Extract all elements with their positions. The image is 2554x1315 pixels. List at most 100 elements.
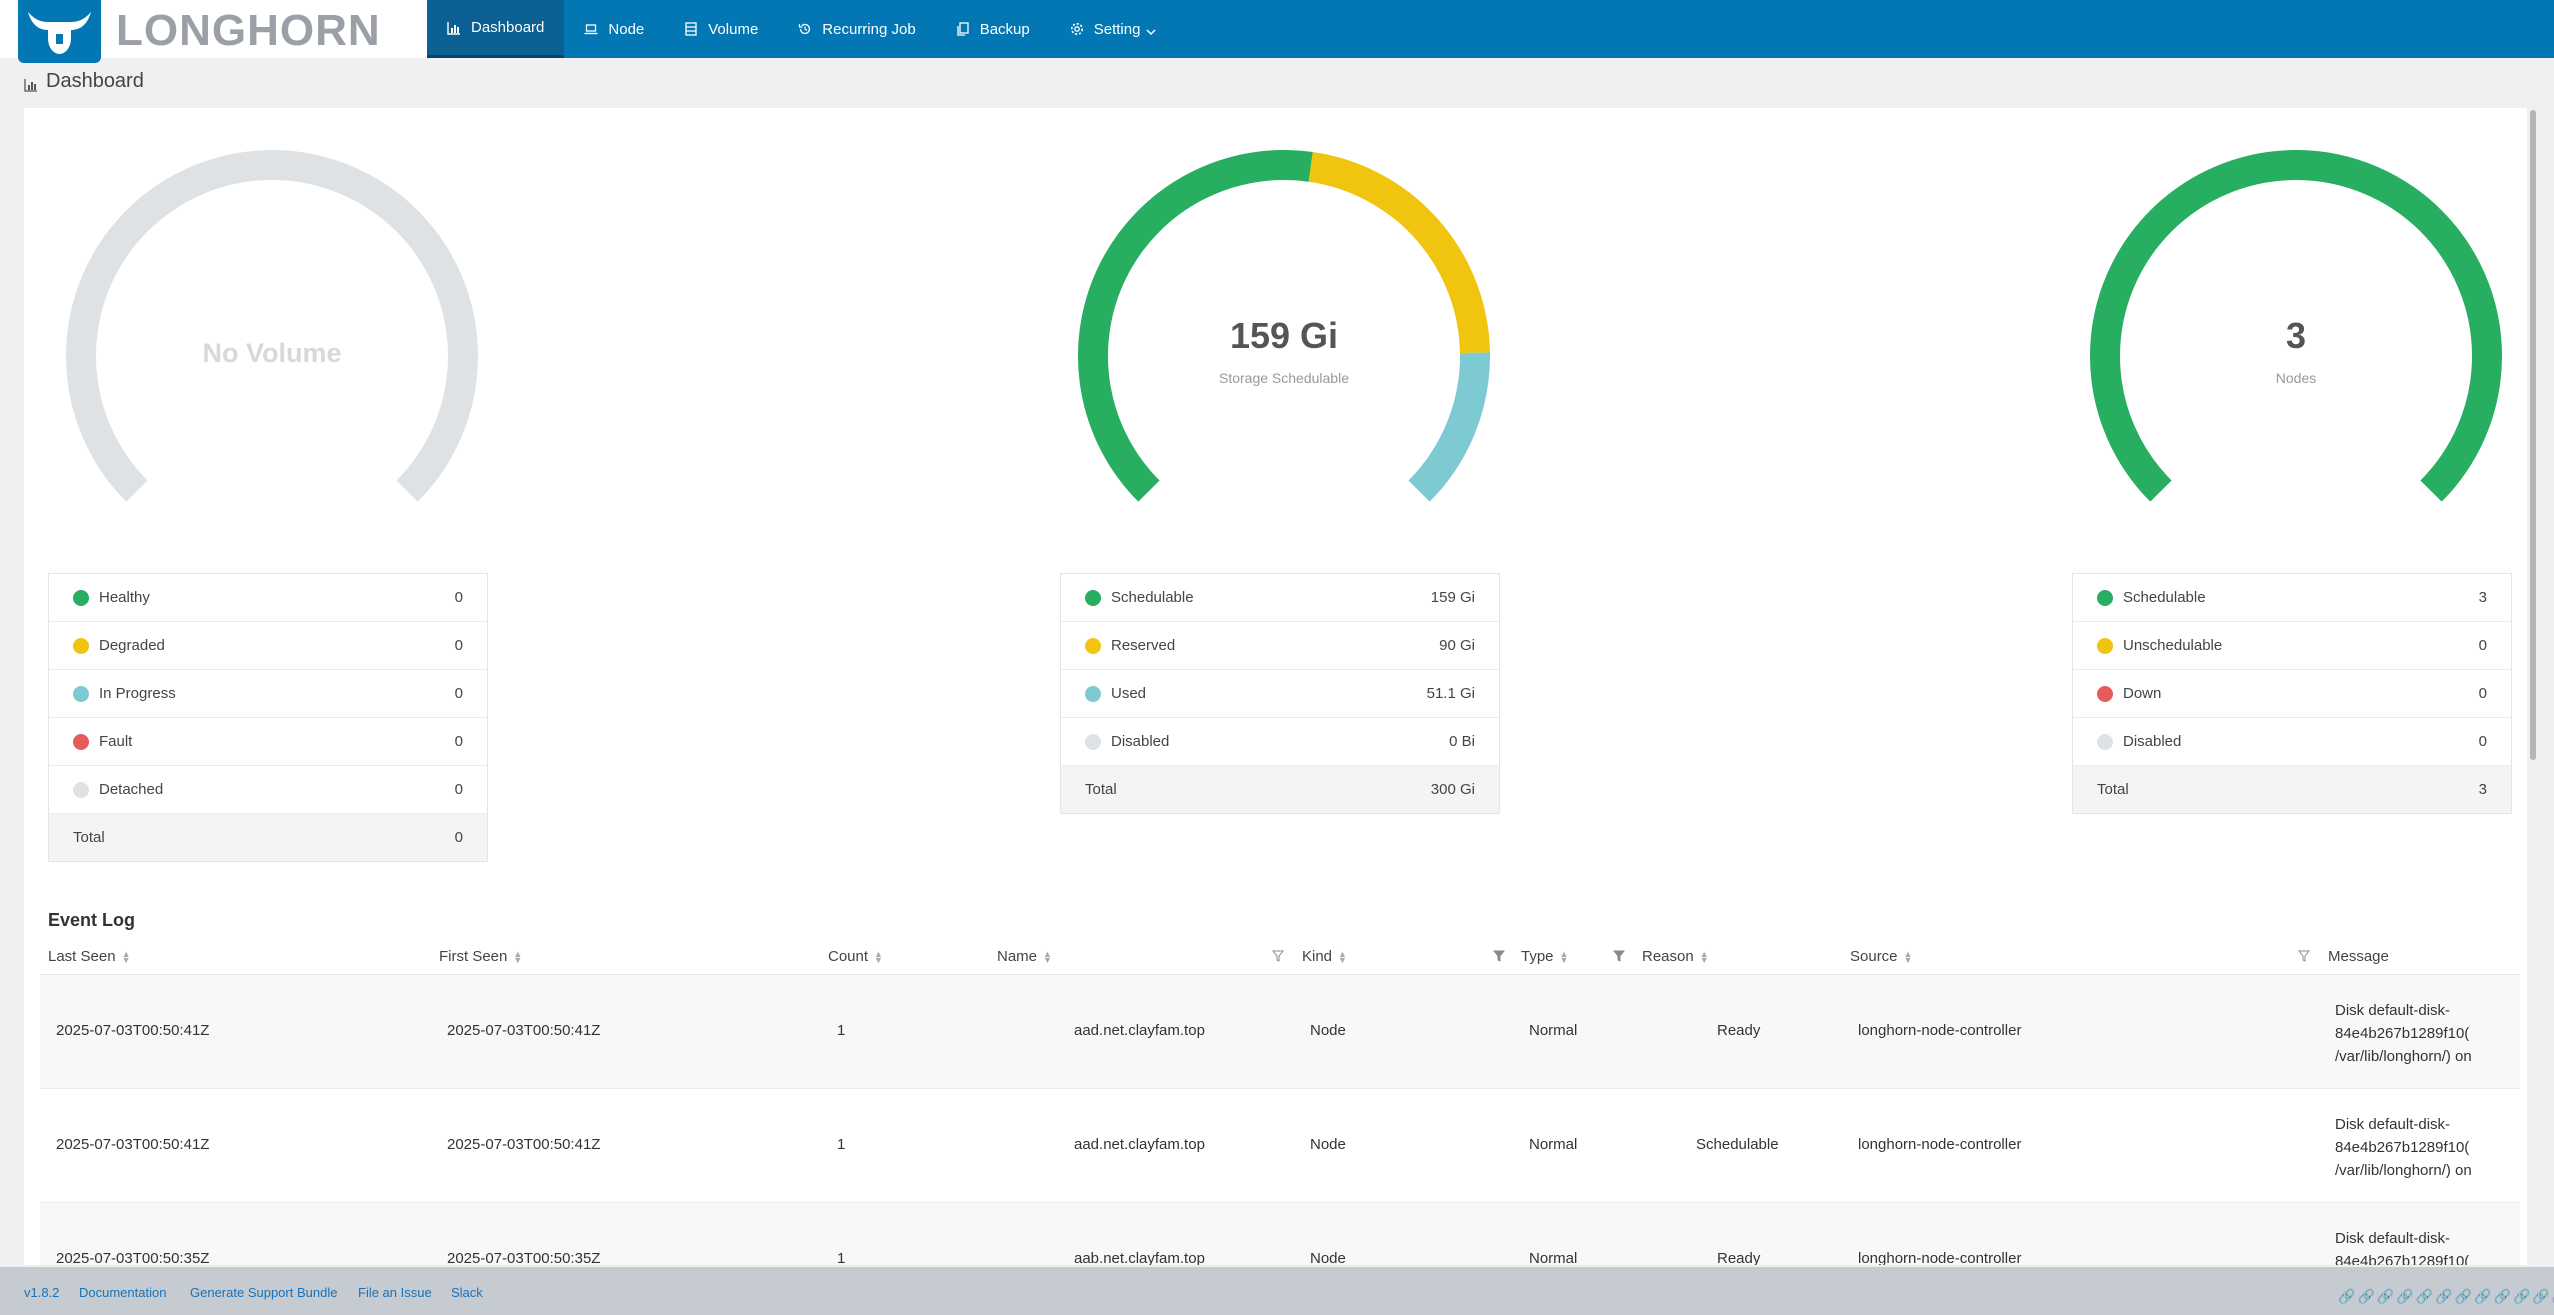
status-dot <box>73 637 89 654</box>
filter-icon[interactable] <box>2298 950 2310 962</box>
storage-gauge-ring <box>1078 150 1490 502</box>
nav-dashboard[interactable]: Dashboard <box>427 0 565 58</box>
status-dot <box>2097 637 2113 654</box>
filter-icon[interactable] <box>1272 950 1284 962</box>
link-icon: 🔗 <box>2552 1288 2554 1305</box>
version-link[interactable]: v1.8.2 <box>24 1285 60 1300</box>
sort-icon[interactable]: ▲ ▼ <box>513 948 523 965</box>
page-title: Dashboard <box>24 70 144 93</box>
legend-row-healthy: Healthy 0 <box>49 574 487 622</box>
volume-gauge-track <box>66 150 478 502</box>
nav-recurring-job[interactable]: Recurring Job <box>778 0 935 58</box>
legend-row-total: Total 300 Gi <box>1061 766 1499 813</box>
column-last-seen[interactable]: Last Seen ▲ ▼ <box>48 948 131 965</box>
column-name[interactable]: Name ▲ ▼ <box>997 948 1052 965</box>
file-issue-link[interactable]: File an Issue <box>358 1285 432 1300</box>
cell-reason: Schedulable <box>1696 1136 1779 1153</box>
cell-type: Normal <box>1529 1136 1578 1153</box>
legend-row-reserved: Reserved 90 Gi <box>1061 622 1499 670</box>
storage-gauge: 159 Gi Storage Schedulable <box>1074 150 1494 510</box>
documentation-link[interactable]: Documentation <box>79 1285 167 1300</box>
node-gauge: 3 Nodes <box>2086 150 2506 510</box>
table-row[interactable]: 2025-07-03T00:50:41Z 2025-07-03T00:50:41… <box>40 975 2520 1089</box>
link-icon: 🔗 <box>2376 1288 2395 1304</box>
nav-setting[interactable]: Setting <box>1050 0 1177 58</box>
column-message[interactable]: Message <box>2328 948 2389 965</box>
cell-first-seen: 2025-07-03T00:50:35Z <box>447 1250 601 1266</box>
link-icon: 🔗 <box>2474 1288 2492 1304</box>
cell-kind: Node <box>1310 1136 1346 1153</box>
sort-icon[interactable]: ▲ ▼ <box>1903 948 1913 965</box>
cell-source: longhorn-node-controller <box>1858 1022 2022 1039</box>
event-log-header: Last Seen ▲ ▼ First Seen ▲ ▼ Count ▲ ▼ Name ▲ ▼ … <box>40 940 2520 975</box>
brand[interactable]: LONGHORN <box>0 0 427 63</box>
table-row[interactable]: 2025-07-03T00:50:35Z 2025-07-03T00:50:35… <box>40 1203 2520 1266</box>
sort-icon[interactable]: ▲ ▼ <box>1338 948 1347 965</box>
copy-icon <box>956 22 970 36</box>
status-dot <box>1085 637 1101 654</box>
page-scrollbar[interactable] <box>2530 110 2536 760</box>
sort-icon[interactable]: ▲ ▼ <box>1699 948 1709 965</box>
cell-source: longhorn-node-controller <box>1858 1136 2022 1153</box>
legend-row-total: Total 0 <box>49 814 487 861</box>
top-navigation-bar: LONGHORN Dashboard Node Volume Recurring… <box>0 0 2554 63</box>
footer: v1.8.2 Documentation Generate Support Bu… <box>0 1267 2554 1315</box>
cell-message: Disk default-disk-84e4b267b1289f10( /var… <box>2335 1116 2472 1179</box>
legend-row-fault: Fault 0 <box>49 718 487 766</box>
nav-backup[interactable]: Backup <box>936 0 1050 58</box>
status-dot <box>2097 589 2113 606</box>
event-log-title: Event Log <box>48 910 136 930</box>
sort-icon[interactable]: ▲ ▼ <box>1559 948 1569 965</box>
slack-link[interactable]: Slack <box>451 1285 483 1300</box>
nav-volume-label: Volume <box>708 20 759 38</box>
node-legend: Schedulable 3 Unschedulable 0 Down 0 Disabl… <box>2072 573 2512 814</box>
column-type[interactable]: Type ▲ ▼ <box>1521 948 1569 965</box>
nav-node[interactable]: Node <box>564 0 664 58</box>
node-gauge-label: Nodes <box>2275 370 2317 386</box>
table-row[interactable]: 2025-07-03T00:50:41Z 2025-07-03T00:50:41… <box>40 1089 2520 1203</box>
chevron-down-icon <box>1146 24 1156 36</box>
cell-last-seen: 2025-07-03T00:50:41Z <box>56 1136 210 1153</box>
history-icon <box>798 22 812 36</box>
status-dot <box>1085 733 1101 750</box>
sort-icon[interactable]: ▲ ▼ <box>121 948 131 965</box>
column-first-seen[interactable]: First Seen ▲ ▼ <box>439 948 523 965</box>
support-bundle-link[interactable]: Generate Support Bundle <box>190 1285 338 1300</box>
sort-icon[interactable]: ▲ ▼ <box>874 948 883 965</box>
column-reason[interactable]: Reason ▲ ▼ <box>1642 948 1709 965</box>
status-dot <box>2097 685 2113 702</box>
cell-message: Disk default-disk-84e4b267b1289f10( /var… <box>2335 1002 2472 1065</box>
legend-row-disabled: Disabled 0 <box>2073 718 2511 766</box>
cell-name[interactable]: aab.net.clayfam.top <box>1074 1250 1205 1266</box>
gear-icon <box>1070 22 1084 36</box>
legend-row-down: Down 0 <box>2073 670 2511 718</box>
column-count[interactable]: Count ▲ ▼ <box>828 948 883 965</box>
main-nav: Dashboard Node Volume Recurring Job Back… <box>427 0 1176 58</box>
link-icon: 🔗 <box>2357 1288 2375 1304</box>
cell-reason: Ready <box>1717 1250 1761 1266</box>
legend-row-schedulable: Schedulable 159 Gi <box>1061 574 1499 622</box>
cell-first-seen: 2025-07-03T00:50:41Z <box>447 1136 601 1153</box>
cell-name[interactable]: aad.net.clayfam.top <box>1074 1022 1205 1039</box>
node-gauge-schedulable-segment <box>2090 150 2502 502</box>
storage-gauge-schedulable-segment <box>1078 150 1313 502</box>
legend-row-used: Used 51.1 Gi <box>1061 670 1499 718</box>
filter-icon[interactable] <box>1613 950 1625 962</box>
storage-gauge-label: Storage Schedulable <box>1219 370 1349 386</box>
sort-icon[interactable]: ▲ ▼ <box>1043 948 1052 965</box>
status-dot <box>73 685 89 702</box>
filter-icon[interactable] <box>1493 950 1505 962</box>
nav-volume[interactable]: Volume <box>664 0 778 58</box>
cell-name[interactable]: aad.net.clayfam.top <box>1074 1136 1205 1153</box>
column-kind[interactable]: Kind ▲ ▼ <box>1302 948 1347 965</box>
column-source[interactable]: Source ▲ ▼ <box>1850 948 1913 965</box>
bar-chart-icon <box>24 75 38 92</box>
cell-kind: Node <box>1310 1022 1346 1039</box>
page-title-text: Dashboard <box>46 70 144 92</box>
cell-count: 1 <box>837 1250 846 1266</box>
status-dot <box>73 733 89 750</box>
status-dot <box>1085 685 1101 702</box>
legend-row-schedulable: Schedulable 3 <box>2073 574 2511 622</box>
link-icon: 🔗 <box>2415 1288 2434 1304</box>
status-dot <box>73 781 89 798</box>
